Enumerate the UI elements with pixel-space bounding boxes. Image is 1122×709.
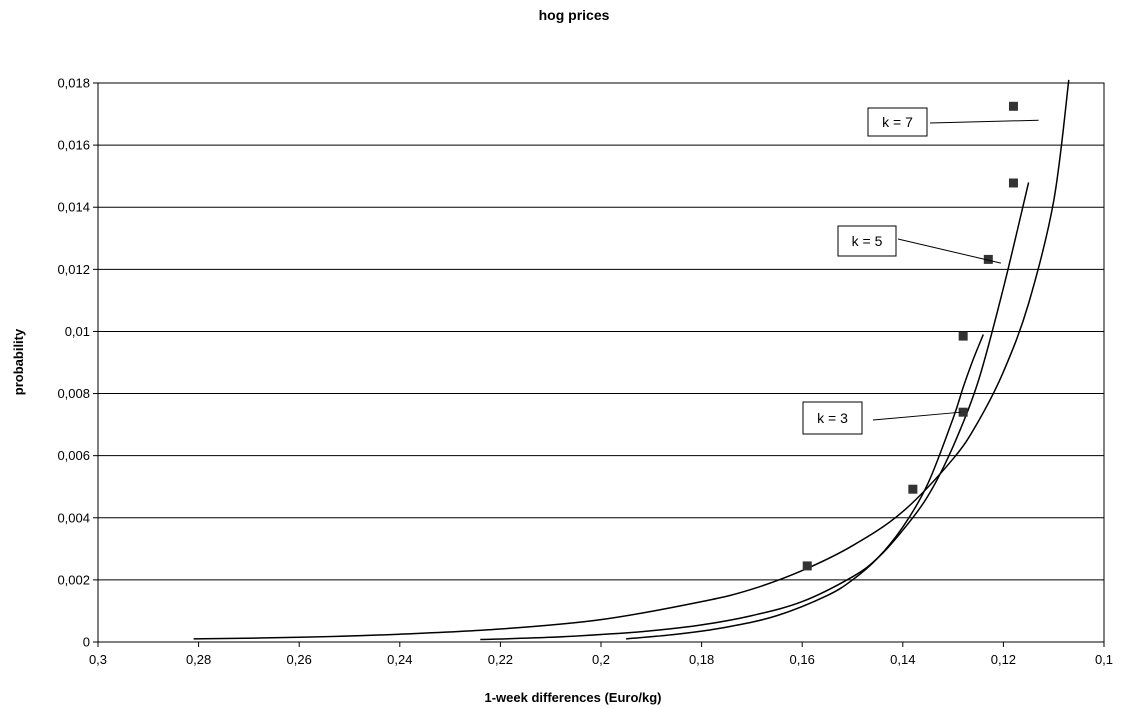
y-tick-label: 0,004 (57, 510, 90, 525)
annotation-leader (897, 238, 1001, 264)
x-tick-label: 0,16 (790, 652, 815, 667)
y-axis-label: probability (11, 328, 26, 395)
gridlines (98, 82, 1104, 581)
annotation-box (867, 107, 928, 137)
curve-k7 (193, 79, 1070, 640)
annotation-label: k = 7 (882, 114, 913, 130)
y-tick-label: 0,008 (57, 386, 90, 401)
x-axis: 0,3 0,28 0,26 0,24 0,22 0,2 0,18 0,16 0,14 0,12 0,… (89, 642, 1113, 667)
x-tick-label: 0,28 (186, 652, 211, 667)
x-tick-label: 0,22 (488, 652, 513, 667)
annotation-box (802, 401, 863, 435)
y-tick-label: 0,018 (57, 76, 90, 91)
curve-k5 (480, 182, 1030, 641)
x-axis-label: 1-week differences (Euro/kg) (485, 690, 662, 705)
data-point (802, 561, 812, 571)
annotation-leader (929, 119, 1039, 124)
plot-frame (97, 82, 1105, 643)
data-point (958, 331, 968, 341)
data-point (908, 484, 918, 494)
annotation-label: k = 3 (817, 410, 848, 426)
curve-k3 (626, 334, 984, 640)
x-tick-label: 0,14 (890, 652, 915, 667)
curve-annotations: k = 3 k = 5 k = 7 (802, 107, 1039, 435)
x-tick-label: 0,3 (89, 652, 107, 667)
y-tick-label: 0 (83, 635, 90, 650)
y-tick-label: 0,006 (57, 448, 90, 463)
y-axis: 0 0,002 0,004 0,006 0,008 0,01 0,012 0,014 0,016… (57, 76, 98, 650)
annotation-leader (872, 411, 961, 421)
y-tick-label: 0,016 (57, 138, 90, 153)
data-point (1008, 101, 1018, 111)
x-tick-label: 0,12 (991, 652, 1016, 667)
x-tick-label: 0,1 (1095, 652, 1113, 667)
x-tick-label: 0,18 (689, 652, 714, 667)
y-tick-label: 0,014 (57, 200, 90, 215)
y-tick-label: 0,002 (57, 572, 90, 587)
data-points (802, 101, 1018, 571)
x-tick-label: 0,2 (592, 652, 610, 667)
y-tick-label: 0,01 (65, 324, 90, 339)
annotation-label: k = 5 (852, 233, 883, 249)
data-point (1008, 178, 1018, 188)
chart-title: hog prices (539, 7, 610, 23)
series-curves (193, 79, 1070, 641)
y-tick-label: 0,012 (57, 262, 90, 277)
data-point (958, 407, 968, 417)
x-tick-label: 0,24 (387, 652, 412, 667)
x-tick-label: 0,26 (287, 652, 312, 667)
annotation-box (837, 225, 897, 257)
data-point (983, 254, 993, 264)
